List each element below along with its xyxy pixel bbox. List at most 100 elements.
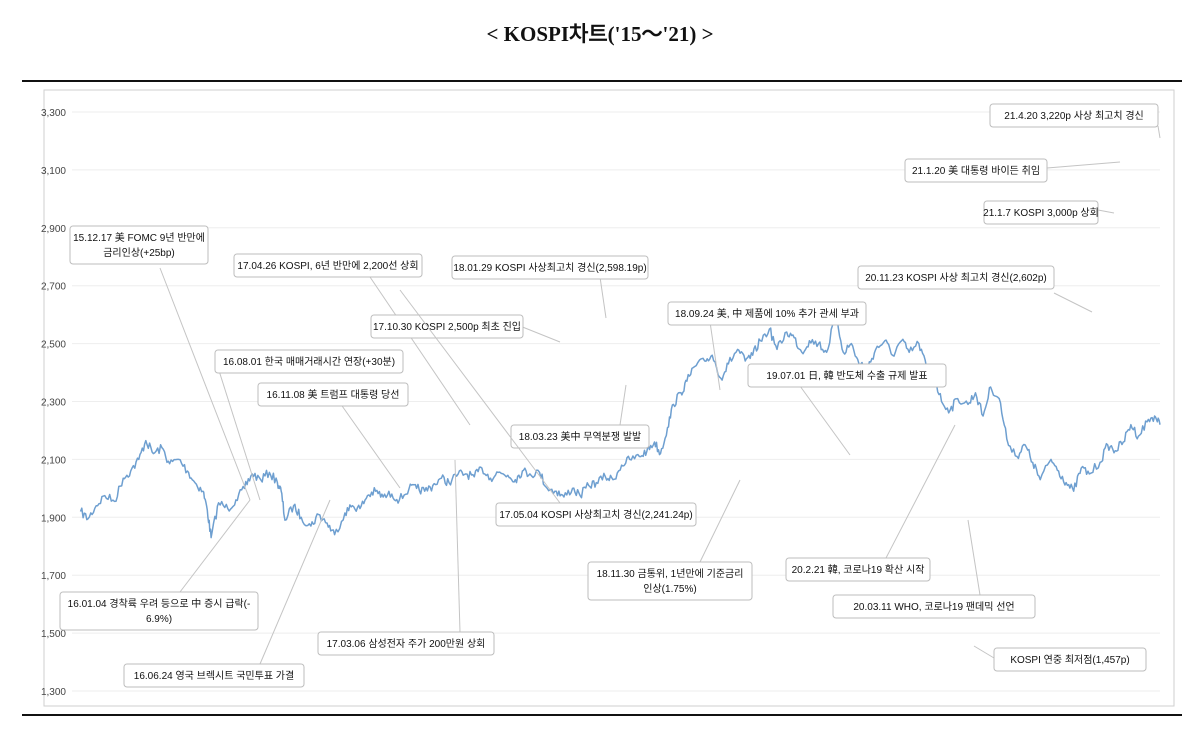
annotation-leader	[1046, 161, 1121, 169]
annotation-text: KOSPI 연중 최저점(1,457p)	[1010, 654, 1129, 666]
top-rule	[22, 80, 1182, 82]
annotation-text: 16.08.01 한국 매매거래시간 연장(+30분)	[223, 356, 395, 368]
annotation-callout: 17.10.30 KOSPI 2,500p 최초 진입	[370, 314, 524, 339]
annotation-box	[989, 103, 1159, 128]
annotation-box	[495, 502, 697, 527]
annotation-text: 19.07.01 日, 韓 반도체 수출 규제 발표	[766, 370, 927, 382]
y-tick-label: 2,100	[41, 455, 66, 466]
annotation-leader	[214, 357, 261, 501]
annotation-text: 18.03.23 美中 무역분쟁 발발	[519, 430, 641, 443]
annotation-callout: 19.07.01 日, 韓 반도체 수출 규제 발표	[747, 363, 947, 388]
y-tick-label: 3,100	[41, 166, 66, 177]
annotation-box	[370, 314, 524, 339]
annotation-box	[317, 631, 495, 656]
annotation-box	[747, 363, 947, 388]
annotation-callout: 17.04.26 KOSPI, 6년 반만에 2,200선 상회	[233, 253, 423, 278]
annotation-leader	[339, 402, 401, 489]
annotation-callout: 21.1.20 美 대통령 바이든 취임	[904, 158, 1048, 183]
annotation-text: 18.11.30 금통위, 1년만에 기준금리	[597, 567, 744, 580]
annotation-text: 17.05.04 KOSPI 사상최고치 경신(2,241.24p)	[499, 508, 692, 521]
annotation-callout: 16.08.01 한국 매매거래시간 연장(+30분)	[214, 349, 404, 374]
annotation-box	[667, 301, 867, 326]
annotation-text: 금리인상(+25bp)	[103, 247, 175, 259]
annotation-text: 17.03.06 삼성전자 주가 200만원 상회	[327, 638, 486, 650]
y-axis-ticks: 3,300 3,100 2,900 2,700 2,500 2,300 2,100 1,900…	[41, 108, 66, 698]
annotation-box	[857, 265, 1055, 290]
y-tick-label: 1,700	[41, 571, 66, 582]
annotation-callout: 18.03.23 美中 무역분쟁 발발	[510, 424, 650, 449]
annotation-box	[587, 561, 753, 601]
annotation-leader	[179, 499, 251, 593]
annotation-text: 21.1.7 KOSPI 3,000p 상회	[983, 207, 1099, 219]
annotation-box	[993, 647, 1147, 672]
annotation-text: 16.11.08 美 트럼프 대통령 당선	[267, 388, 400, 401]
annotation-callout: 20.11.23 KOSPI 사상 최고치 경신(2,602p)	[857, 265, 1055, 290]
annotation-box	[69, 225, 209, 265]
annotation-text: 17.04.26 KOSPI, 6년 반만에 2,200선 상회	[237, 260, 418, 272]
annotation-text: 인상(1.75%)	[643, 583, 696, 595]
annotation-leader	[259, 499, 331, 665]
series-layer	[79, 313, 1161, 539]
annotation-leader	[973, 645, 995, 659]
annotation-box	[214, 349, 404, 374]
annotation-leader	[699, 479, 741, 563]
annotation-leader	[1053, 292, 1093, 313]
y-tick-label: 1,300	[41, 687, 66, 698]
annotation-text: 16.06.24 영국 브렉시트 국민투표 가결	[134, 670, 294, 682]
annotation-leader	[399, 289, 561, 504]
annotation-box	[832, 594, 1036, 619]
annotation-callout: 18.01.29 KOSPI 사상최고치 경신(2,598.19p)	[451, 255, 649, 280]
annotation-text: 6.9%)	[146, 614, 172, 625]
bottom-rule	[22, 714, 1182, 716]
annotation-leader	[709, 321, 721, 391]
annotation-box	[451, 255, 649, 280]
annotation-box	[123, 663, 305, 688]
annotation-callout: 16.11.08 美 트럼프 대통령 당선	[257, 382, 409, 407]
annotation-callout: 17.03.06 삼성전자 주가 200만원 상회	[317, 631, 495, 656]
y-tick-label: 3,300	[41, 108, 66, 119]
annotation-leader	[159, 267, 251, 501]
annotation-box	[257, 382, 409, 407]
annotation-text: 15.12.17 美 FOMC 9년 반만에	[73, 231, 205, 244]
annotation-text: 18.09.24 美, 中 제품에 10% 추가 관세 부과	[675, 307, 859, 320]
y-tick-label: 2,900	[41, 224, 66, 235]
annotation-callout: 16.01.04 경착륙 우려 등으로 中 증시 급락(- 6.9%)	[59, 591, 259, 631]
annotation-leader	[885, 424, 956, 559]
annotation-text: 20.11.23 KOSPI 사상 최고치 경신(2,602p)	[865, 271, 1047, 284]
annotation-text: 21.1.20 美 대통령 바이든 취임	[912, 164, 1040, 177]
y-tick-label: 1,900	[41, 513, 66, 524]
annotation-leader	[1157, 125, 1161, 139]
series-line	[79, 313, 1161, 539]
annotation-callout: 20.2.21 韓, 코로나19 확산 시작	[785, 557, 931, 582]
annotation-box	[983, 200, 1099, 225]
annotation-box	[904, 158, 1048, 183]
annotation-text: 21.4.20 3,220p 사상 최고치 경신	[1004, 109, 1143, 122]
annotation-text: 18.01.29 KOSPI 사상최고치 경신(2,598.19p)	[453, 261, 646, 274]
annotation-leader	[599, 276, 607, 319]
plot-frame	[43, 89, 1175, 707]
annotation-callout: 18.09.24 美, 中 제품에 10% 추가 관세 부과	[667, 301, 867, 326]
y-tick-label: 2,500	[41, 340, 66, 351]
page-title: < KOSPI차트('15～'21) >	[486, 22, 714, 46]
annotation-leader	[619, 384, 627, 426]
annotation-box	[510, 424, 650, 449]
annotation-box	[233, 253, 423, 278]
annotation-text: 20.03.11 WHO, 코로나19 팬데믹 선언	[853, 601, 1014, 613]
annotation-callout: 21.1.7 KOSPI 3,000p 상회	[983, 200, 1099, 225]
annotation-leader	[519, 325, 561, 343]
annotation-callout: 17.05.04 KOSPI 사상최고치 경신(2,241.24p)	[495, 502, 697, 527]
annotation-box	[59, 591, 259, 631]
y-tick-label: 2,300	[41, 398, 66, 409]
annotation-leader	[369, 276, 471, 426]
annotation-callout: 21.4.20 3,220p 사상 최고치 경신	[989, 103, 1159, 128]
y-tick-label: 1,500	[41, 629, 66, 640]
annotation-leader	[967, 519, 981, 596]
annotation-callout: 16.06.24 영국 브렉시트 국민투표 가결	[123, 663, 305, 688]
annotation-text: 20.2.21 韓, 코로나19 확산 시작	[792, 564, 925, 576]
y-tick-label: 2,700	[41, 282, 66, 293]
annotation-leader	[799, 385, 851, 456]
annotation-callout: 20.03.11 WHO, 코로나19 팬데믹 선언	[832, 594, 1036, 619]
